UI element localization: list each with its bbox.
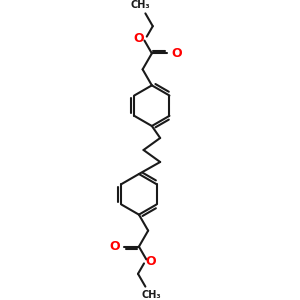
Text: O: O xyxy=(109,240,119,253)
Text: O: O xyxy=(134,32,144,45)
Text: CH₃: CH₃ xyxy=(130,0,150,10)
Text: O: O xyxy=(146,255,156,268)
Text: O: O xyxy=(171,47,182,60)
Text: CH₃: CH₃ xyxy=(141,290,161,300)
